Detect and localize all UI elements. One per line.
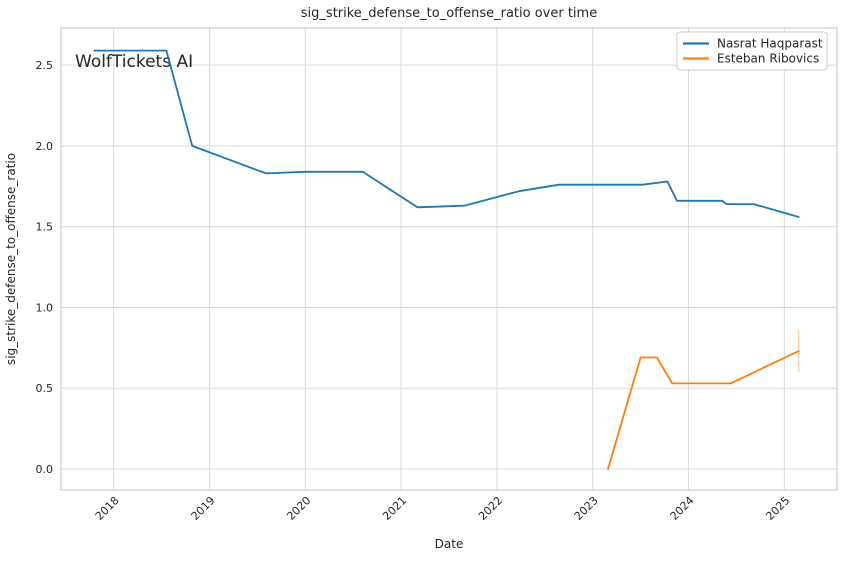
y-tick-label: 0.5	[36, 382, 54, 395]
y-tick-label: 1.5	[36, 221, 54, 234]
x-tick-label: 2020	[284, 494, 313, 523]
x-tick-label: 2023	[572, 494, 601, 523]
legend-box	[676, 31, 828, 71]
legend-label-1: Esteban Ribovics	[717, 52, 819, 66]
y-axis-label: sig_strike_defense_to_offense_ratio	[4, 153, 18, 365]
x-tick-label: 2021	[380, 494, 409, 523]
plot-area	[61, 28, 837, 490]
y-tick-label: 2.0	[36, 140, 54, 153]
legend-label-0: Nasrat Haqparast	[717, 37, 823, 51]
y-tick-label: 2.5	[36, 59, 54, 72]
x-tick-label: 2018	[93, 494, 122, 523]
x-tick-label: 2024	[668, 494, 697, 523]
series-line-0	[93, 49, 800, 218]
y-tick-label: 0.0	[36, 463, 54, 476]
x-axis-label: Date	[435, 537, 464, 551]
watermark-text: WolfTickets AI	[75, 52, 193, 72]
y-tick-label: 1.0	[36, 301, 54, 314]
series-line-1	[607, 350, 800, 470]
x-tick-label: 2022	[476, 494, 505, 523]
chart-title: sig_strike_defense_to_offense_ratio over…	[301, 6, 597, 21]
plot-border	[60, 27, 838, 491]
x-tick-label: 2019	[189, 494, 218, 523]
x-tick-label: 2025	[763, 494, 792, 523]
